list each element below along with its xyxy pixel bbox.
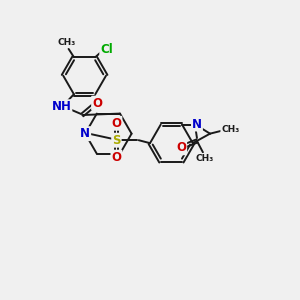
Text: NH: NH xyxy=(52,100,71,113)
Text: CH₃: CH₃ xyxy=(57,38,76,47)
Text: CH₃: CH₃ xyxy=(221,125,239,134)
Text: O: O xyxy=(176,141,186,154)
Text: O: O xyxy=(92,97,102,110)
Text: Cl: Cl xyxy=(100,43,113,56)
Text: O: O xyxy=(111,151,122,164)
Text: O: O xyxy=(111,117,122,130)
Text: N: N xyxy=(192,118,202,130)
Text: N: N xyxy=(80,127,90,140)
Text: S: S xyxy=(112,134,121,147)
Text: CH₃: CH₃ xyxy=(195,154,214,163)
